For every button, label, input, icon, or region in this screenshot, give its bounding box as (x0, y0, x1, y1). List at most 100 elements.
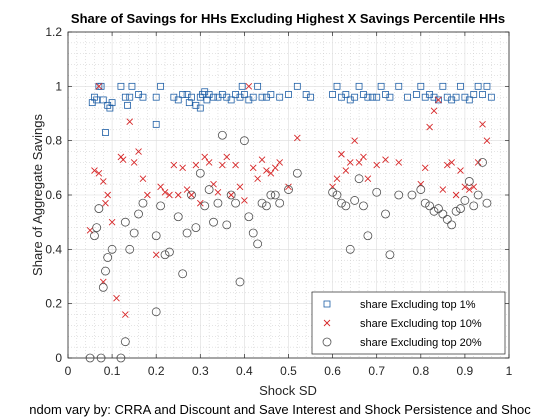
data-point (138, 198, 148, 208)
data-point (238, 82, 246, 90)
data-point (430, 107, 438, 115)
data-point (102, 129, 109, 136)
data-point (337, 198, 346, 208)
data-point (435, 96, 442, 104)
data-point (364, 175, 372, 183)
data-point (240, 91, 248, 98)
data-point (128, 82, 136, 90)
legend-marker-1 (323, 319, 331, 327)
data-point (293, 82, 301, 90)
data-point (474, 82, 482, 90)
data-point (382, 156, 389, 164)
data-point (245, 83, 253, 90)
data-point (185, 99, 193, 107)
data-point (152, 93, 160, 101)
x-axis-ticks: 0 0.1 0.2 0.3 0.4 0.5 0.6 0.7 0.8 0.9 1 (65, 32, 513, 378)
data-point (108, 99, 116, 107)
data-point (292, 168, 302, 178)
data-point (443, 161, 451, 169)
data-point (161, 188, 169, 196)
data-point (363, 231, 373, 241)
data-point (235, 277, 245, 287)
data-point (239, 136, 249, 146)
data-point (416, 185, 426, 194)
data-point (258, 93, 266, 101)
data-point (329, 91, 337, 98)
data-point (284, 185, 293, 194)
y-tick-label: 0.2 (45, 297, 62, 311)
x-tick-label: 0.6 (324, 364, 341, 378)
data-point (372, 187, 382, 197)
data-point (271, 164, 279, 172)
data-point (120, 337, 130, 347)
data-point (232, 161, 239, 169)
y-tick-label: 0.4 (45, 242, 62, 256)
data-point (173, 212, 183, 222)
legend-label-0: share Excluding top 1% (360, 299, 476, 311)
y-tick-label: 0 (55, 351, 62, 365)
data-point (231, 198, 240, 208)
data-point (219, 161, 226, 169)
data-point (196, 104, 204, 112)
data-point (457, 167, 464, 174)
data-point (139, 93, 147, 101)
data-point (342, 167, 350, 174)
data-point (210, 93, 217, 101)
data-point (350, 196, 360, 205)
data-point (90, 231, 99, 241)
data-point (377, 82, 385, 90)
data-point (460, 196, 470, 205)
y-tick-label: 0.8 (45, 134, 62, 148)
data-point (332, 190, 342, 200)
data-point (258, 156, 266, 164)
data-point (479, 91, 486, 98)
data-point (487, 93, 495, 101)
data-point (191, 223, 201, 233)
data-point (236, 183, 244, 191)
data-point (276, 159, 283, 166)
data-point (227, 96, 235, 104)
data-point (368, 93, 376, 101)
data-point (200, 201, 210, 211)
data-point (253, 239, 263, 249)
data-point (262, 201, 271, 211)
data-point (126, 93, 134, 101)
data-point (439, 82, 447, 90)
data-point (179, 164, 186, 172)
data-point (217, 130, 227, 140)
data-point (429, 206, 439, 216)
data-point (124, 101, 131, 109)
x-tick-label: 0.5 (280, 364, 297, 378)
data-point (107, 244, 117, 254)
data-point (129, 228, 139, 238)
data-point (151, 231, 161, 241)
data-point (170, 161, 178, 169)
data-point (266, 190, 276, 200)
data-point (285, 91, 292, 98)
data-point (381, 209, 390, 219)
data-point (456, 204, 465, 213)
data-point (355, 159, 363, 166)
data-point (294, 134, 301, 142)
data-point (98, 282, 108, 292)
y-tick-label: 1 (55, 79, 62, 93)
data-point (395, 159, 403, 166)
data-point (121, 93, 129, 101)
data-point (95, 83, 103, 90)
legend-marker-2 (322, 337, 332, 347)
data-point (144, 191, 151, 199)
data-markers (85, 82, 495, 363)
data-point (91, 167, 98, 174)
data-point (364, 93, 372, 101)
data-point (407, 190, 417, 200)
data-point (434, 204, 443, 213)
data-point (355, 82, 363, 90)
x-tick-label: 0 (65, 364, 72, 378)
data-point (101, 266, 110, 276)
series-2-markers (85, 130, 492, 363)
data-point (126, 118, 134, 125)
y-tick-label: 1.2 (45, 25, 62, 39)
data-point (195, 168, 205, 178)
data-point (187, 190, 196, 200)
